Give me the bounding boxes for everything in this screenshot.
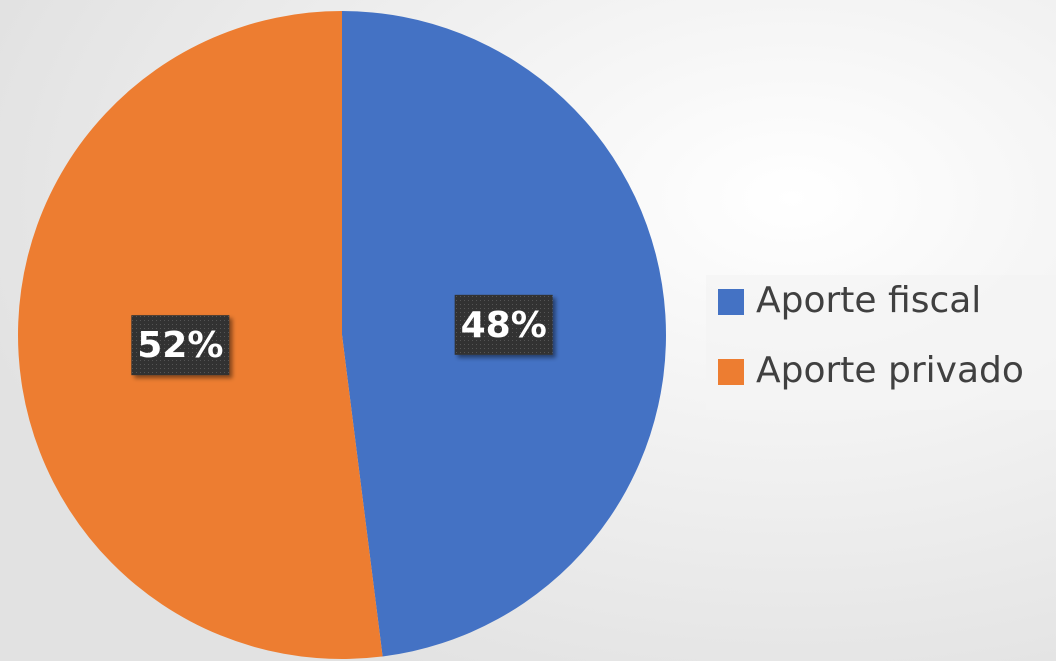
data-label: 48% — [461, 305, 547, 346]
legend-swatch — [718, 289, 744, 315]
legend-label: Aporte fiscal — [756, 280, 981, 321]
legend-label: Aporte privado — [756, 350, 1024, 391]
data-label-box — [454, 294, 553, 355]
legend-swatch — [718, 359, 744, 385]
legend-box — [706, 275, 1056, 410]
data-label: 52% — [137, 325, 223, 366]
data-label-box — [131, 315, 230, 376]
